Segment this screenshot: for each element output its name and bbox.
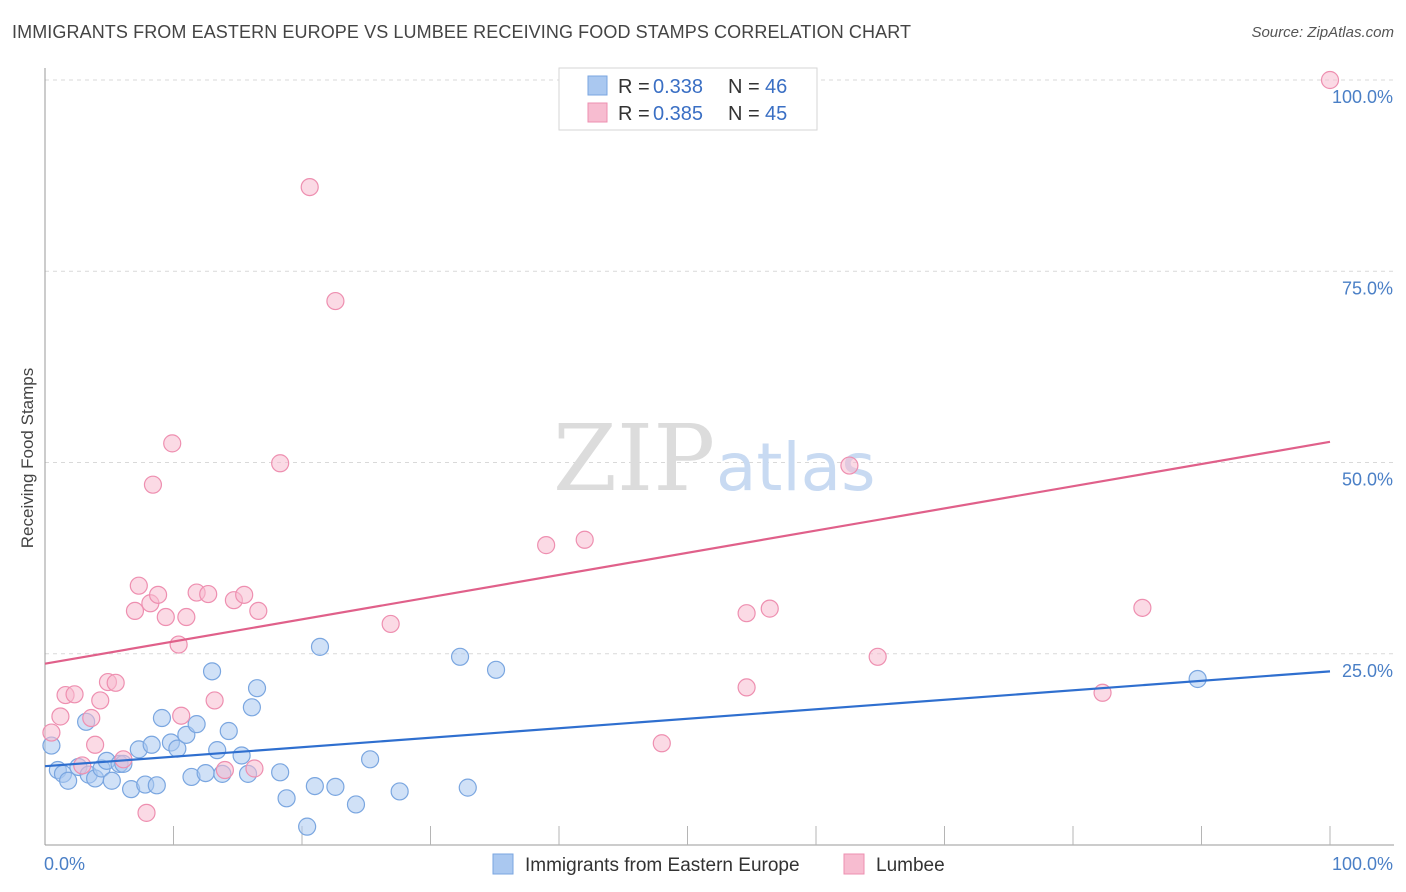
point-lumbee-40 (840, 456, 859, 475)
point-immigrants-35 (298, 817, 317, 836)
legend-r-value-lumbee: 0.385 (653, 103, 703, 125)
point-lumbee-32 (326, 291, 345, 311)
point-immigrants-37 (310, 637, 330, 656)
point-lumbee-39 (760, 599, 779, 618)
point-immigrants-45 (1188, 669, 1207, 689)
point-lumbee-5 (82, 708, 101, 728)
point-lumbee-23 (199, 584, 218, 604)
point-immigrants-26 (208, 741, 227, 760)
legend-r-label-immigrants: R = (618, 76, 650, 98)
point-lumbee-35 (575, 530, 594, 549)
bottom-legend-swatch-lumbee (843, 853, 865, 875)
point-lumbee-18 (163, 434, 182, 453)
y-tick-label-75: 75.0% (1342, 278, 1393, 298)
point-immigrants-40 (361, 750, 380, 769)
y-axis-tick-labels: 25.0% 50.0% 75.0% 100.0% (1332, 87, 1393, 681)
point-lumbee-38 (737, 678, 756, 697)
point-lumbee-36 (652, 734, 671, 753)
point-lumbee-13 (137, 803, 156, 822)
legend-n-value-immigrants: 46 (765, 76, 787, 98)
point-lumbee-15 (143, 475, 163, 494)
point-lumbee-43 (1133, 598, 1152, 617)
point-lumbee-21 (177, 607, 196, 627)
bottom-legend-label-immigrants: Immigrants from Eastern Europe (525, 855, 800, 876)
watermark-zip: ZIP (553, 405, 715, 512)
point-lumbee-16 (148, 585, 168, 604)
point-immigrants-24 (196, 763, 215, 783)
bottom-legend-swatch-immigrants (492, 853, 514, 875)
point-immigrants-31 (242, 698, 261, 717)
point-immigrants-42 (450, 647, 470, 666)
chart-title: IMMIGRANTS FROM EASTERN EUROPE VS LUMBEE… (12, 22, 912, 42)
point-immigrants-10 (102, 771, 121, 790)
point-lumbee-44 (1320, 70, 1340, 90)
point-lumbee-7 (91, 691, 110, 710)
x-axis-ticks (173, 826, 1331, 845)
legend-r-label-lumbee: R = (618, 103, 650, 125)
series-immigrants-points (42, 637, 1207, 836)
legend-n-label-lumbee: N = (728, 103, 760, 125)
point-lumbee-25 (215, 760, 234, 780)
point-immigrants-41 (390, 782, 409, 801)
y-axis-label: Receiving Food Stamps (18, 368, 37, 548)
point-lumbee-3 (65, 685, 84, 704)
x-tick-label-min: 0.0% (44, 854, 85, 874)
point-lumbee-12 (129, 576, 148, 595)
bottom-legend: Immigrants from Eastern Europe Lumbee (492, 853, 945, 876)
point-lumbee-28 (245, 759, 264, 778)
point-lumbee-11 (125, 601, 145, 621)
point-lumbee-27 (235, 585, 254, 604)
point-lumbee-24 (205, 691, 224, 710)
top-legend: R = 0.338 N = 46 R = 0.385 N = 45 (558, 67, 818, 131)
point-immigrants-17 (147, 776, 166, 795)
point-lumbee-30 (271, 454, 290, 473)
point-lumbee-17 (156, 607, 175, 627)
point-lumbee-0 (42, 723, 61, 742)
trend-line-immigrants (44, 670, 1331, 768)
point-immigrants-43 (458, 778, 477, 797)
y-tick-label-100: 100.0% (1332, 87, 1393, 107)
source-credit: Source: ZipAtlas.com (1251, 24, 1394, 41)
point-lumbee-31 (300, 178, 319, 197)
bottom-legend-label-lumbee: Lumbee (876, 855, 945, 876)
point-lumbee-9 (106, 673, 125, 692)
legend-swatch-lumbee (587, 102, 608, 123)
grid-lines (45, 79, 1394, 655)
point-immigrants-25 (202, 662, 222, 681)
trend-line-lumbee (44, 440, 1331, 665)
point-immigrants-32 (247, 679, 267, 698)
point-immigrants-39 (346, 795, 366, 814)
point-lumbee-37 (737, 604, 756, 623)
series-lumbee-points (42, 70, 1340, 822)
point-immigrants-44 (486, 660, 506, 679)
point-lumbee-4 (73, 756, 92, 775)
point-immigrants-38 (326, 777, 345, 796)
point-immigrants-29 (232, 746, 251, 765)
legend-r-value-immigrants: 0.338 (653, 76, 703, 98)
point-lumbee-34 (537, 536, 556, 555)
y-tick-label-50: 50.0% (1342, 470, 1393, 490)
point-immigrants-36 (305, 776, 324, 796)
point-immigrants-33 (271, 763, 290, 782)
point-immigrants-34 (277, 789, 296, 808)
point-immigrants-18 (152, 708, 172, 728)
point-lumbee-41 (868, 647, 887, 666)
point-lumbee-1 (51, 707, 70, 726)
point-lumbee-20 (172, 706, 191, 725)
point-immigrants-16 (142, 735, 161, 754)
point-immigrants-3 (59, 771, 78, 790)
x-tick-label-max: 100.0% (1332, 854, 1393, 874)
point-lumbee-33 (381, 614, 400, 634)
point-immigrants-28 (219, 721, 238, 741)
legend-n-value-lumbee: 45 (765, 103, 787, 125)
point-lumbee-29 (249, 601, 268, 621)
legend-n-label-immigrants: N = (728, 76, 760, 98)
y-tick-label-25: 25.0% (1342, 661, 1393, 681)
point-immigrants-23 (187, 715, 206, 734)
legend-swatch-immigrants (587, 75, 608, 96)
point-lumbee-6 (86, 735, 105, 754)
